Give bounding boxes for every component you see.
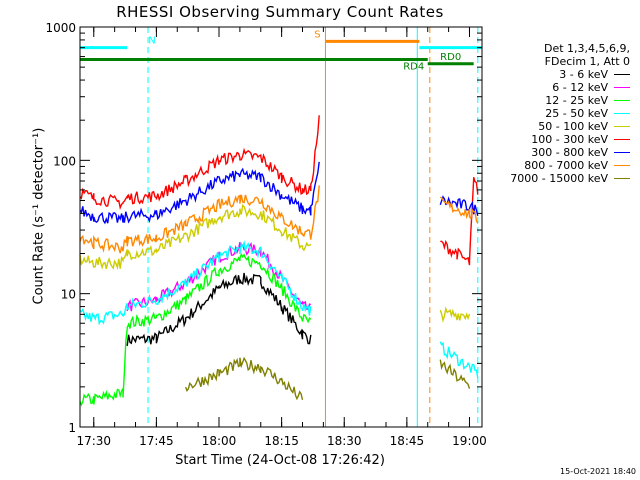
legend-label: 25 - 50 keV bbox=[545, 107, 608, 120]
y-axis-label: Count Rate (s⁻¹ detector⁻¹) bbox=[31, 127, 47, 305]
flag-label-1: S bbox=[314, 29, 320, 40]
legend-label: 6 - 12 keV bbox=[552, 81, 608, 94]
legend-swatch bbox=[614, 165, 630, 166]
legend-label: 12 - 25 keV bbox=[545, 94, 608, 107]
legend-swatch bbox=[614, 126, 630, 127]
legend-item-2: 12 - 25 keV bbox=[510, 94, 630, 107]
flag-label-0: N bbox=[148, 36, 155, 47]
series-line-3 bbox=[79, 240, 479, 379]
legend-label: 800 - 7000 keV bbox=[524, 159, 608, 172]
y-tick-label-0: 1 bbox=[68, 421, 76, 435]
series-line-8 bbox=[184, 356, 471, 401]
x-tick-label-4: 18:30 bbox=[327, 434, 362, 448]
series-line-2 bbox=[79, 252, 312, 407]
legend-swatch bbox=[614, 113, 630, 114]
legend-item-7: 800 - 7000 keV bbox=[510, 159, 630, 172]
legend-item-6: 300 - 800 keV bbox=[510, 146, 630, 159]
x-tick-label-6: 19:00 bbox=[452, 434, 487, 448]
x-tick-label-5: 18:45 bbox=[390, 434, 425, 448]
x-axis-label: Start Time (24-Oct-08 17:26:42) bbox=[175, 453, 385, 468]
series-line-0 bbox=[126, 272, 312, 346]
flag-label-4: RD0 bbox=[440, 52, 461, 63]
legend-item-8: 7000 - 15000 keV bbox=[510, 172, 630, 185]
legend-swatch bbox=[614, 178, 630, 179]
plot-frame bbox=[79, 26, 483, 428]
legend: Det 1,3,4,5,6,9, FDecim 1, Att 0 3 - 6 k… bbox=[510, 42, 630, 185]
timestamp-footer: 15-Oct-2021 18:40 bbox=[560, 467, 636, 476]
legend-item-5: 100 - 300 keV bbox=[510, 133, 630, 146]
legend-item-0: 3 - 6 keV bbox=[510, 68, 630, 81]
legend-label: 50 - 100 keV bbox=[538, 120, 608, 133]
legend-item-3: 25 - 50 keV bbox=[510, 107, 630, 120]
legend-swatch bbox=[614, 100, 630, 101]
legend-header-1: Det 1,3,4,5,6,9, bbox=[543, 42, 630, 55]
series-line-4 bbox=[79, 203, 471, 323]
y-tick-label-1: 10 bbox=[61, 288, 76, 302]
legend-swatch bbox=[614, 74, 630, 75]
x-tick-label-2: 18:00 bbox=[202, 434, 237, 448]
chart-title: RHESSI Observing Summary Count Rates bbox=[116, 3, 444, 21]
legend-item-4: 50 - 100 keV bbox=[510, 120, 630, 133]
series-line-7 bbox=[79, 185, 479, 254]
x-tick-label-1: 17:45 bbox=[139, 434, 174, 448]
legend-header-2: FDecim 1, Att 0 bbox=[544, 55, 630, 68]
legend-label: 300 - 800 keV bbox=[531, 146, 608, 159]
y-tick-label-3: 1000 bbox=[45, 21, 76, 35]
flag-label-3: RD4 bbox=[403, 62, 424, 73]
legend-swatch bbox=[614, 139, 630, 140]
legend-label: 3 - 6 keV bbox=[559, 68, 608, 81]
legend-label: 100 - 300 keV bbox=[531, 133, 608, 146]
x-tick-label-3: 18:15 bbox=[264, 434, 299, 448]
legend-label: 7000 - 15000 keV bbox=[510, 172, 608, 185]
legend-swatch bbox=[614, 152, 630, 153]
legend-swatch bbox=[614, 87, 630, 88]
x-tick-label-0: 17:30 bbox=[76, 434, 111, 448]
legend-item-1: 6 - 12 keV bbox=[510, 81, 630, 94]
y-tick-label-2: 100 bbox=[53, 154, 76, 168]
